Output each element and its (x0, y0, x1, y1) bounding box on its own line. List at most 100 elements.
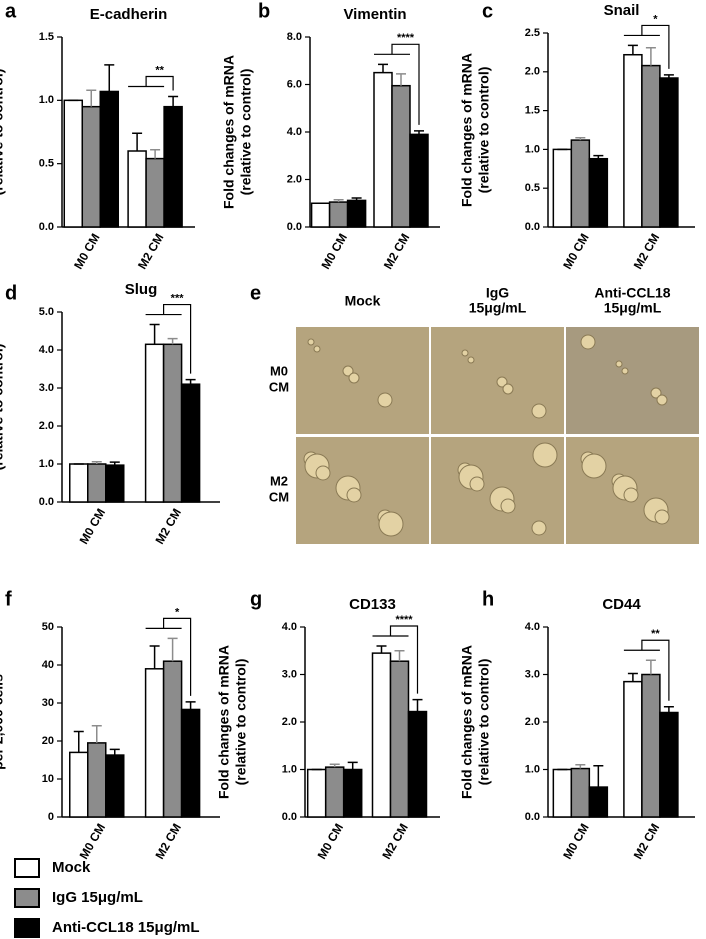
y-axis-label: Fold changes of mRNA (459, 645, 475, 799)
y-tick-label: 2.0 (39, 420, 54, 432)
row-label: M2 (270, 473, 288, 488)
panel-letter: a (5, 0, 17, 22)
bar (342, 768, 363, 818)
bar (81, 105, 102, 228)
bar (145, 157, 165, 228)
error-bar (396, 73, 406, 86)
sphere (500, 498, 516, 514)
row-label: CM (269, 379, 289, 394)
panel-letter: h (482, 588, 494, 610)
bar (87, 742, 107, 818)
legend-label: Anti-CCL18 15μg/mL (52, 919, 200, 936)
y-tick-label: 3.0 (525, 668, 540, 680)
sphere (469, 476, 485, 492)
y-tick-label: 0.0 (525, 811, 540, 823)
bar (162, 660, 183, 818)
y-tick-label: 0.0 (39, 221, 54, 233)
error-bar (627, 672, 638, 682)
error-bar (149, 323, 160, 345)
error-bar (109, 461, 120, 466)
micrograph (296, 437, 429, 544)
y-tick-label: 1.5 (39, 31, 54, 43)
bar (162, 343, 183, 503)
column-label: Mock (345, 293, 381, 309)
column-label: 15μg/mL (469, 300, 527, 316)
sphere (532, 442, 558, 468)
y-tick-label: 1.0 (525, 143, 540, 155)
chart-title: Slug (125, 281, 158, 298)
error-bar (91, 725, 102, 743)
y-tick-label: 0.0 (282, 811, 297, 823)
error-bar (167, 637, 178, 662)
x-tick-label: M2 CM (379, 821, 410, 861)
significance-bracket (372, 625, 419, 694)
sphere (378, 511, 404, 537)
x-tick-label: M2 CM (152, 821, 183, 861)
x-tick-label: M0 CM (77, 821, 108, 861)
panel-letter: e (250, 282, 261, 304)
bar (144, 668, 165, 818)
y-tick-label: 10 (42, 773, 54, 785)
chart-title: CD44 (602, 596, 641, 613)
error-bar (73, 730, 84, 753)
error-bar (86, 89, 97, 107)
x-tick-label: M0 CM (560, 231, 591, 271)
sphere (621, 367, 629, 375)
bar (99, 90, 120, 228)
bar (328, 201, 349, 228)
bar (127, 150, 147, 228)
error-bar (645, 659, 656, 675)
y-tick-label: 4.0 (287, 126, 302, 138)
y-axis-label: (relative to control) (238, 69, 254, 196)
significance-bracket (145, 617, 192, 696)
y-axis-label: Fold changes of mRNA (216, 645, 232, 799)
bar (623, 680, 643, 818)
y-axis-label: (relative to control) (476, 659, 492, 786)
bar (163, 105, 183, 228)
bar (623, 53, 643, 228)
error-bar (168, 95, 179, 107)
error-bar (150, 148, 161, 159)
y-axis-label: (relative to control) (233, 659, 249, 786)
sphere (623, 487, 639, 503)
bar (389, 660, 410, 818)
y-tick-label: 2.0 (282, 716, 297, 728)
bar (310, 202, 331, 228)
y-tick-label: 3.0 (282, 668, 297, 680)
panel-letter: c (482, 0, 493, 22)
panel-letter: d (5, 282, 17, 304)
sphere (615, 360, 623, 368)
error-bar (167, 337, 178, 345)
y-axis-label: (relative to control) (0, 344, 6, 471)
bar (373, 71, 393, 228)
error-bar (91, 460, 102, 464)
legend-swatch (14, 858, 40, 878)
y-tick-label: 20 (42, 735, 54, 747)
chart-title: Vimentin (343, 6, 406, 23)
y-axis-label: Fold changes of mRNA (221, 55, 237, 209)
bar (391, 84, 411, 228)
error-bar (109, 748, 120, 756)
significance-label: ** (155, 64, 164, 76)
bar (69, 463, 89, 503)
sphere (531, 403, 547, 419)
y-tick-label: 50 (42, 621, 54, 633)
y-tick-label: 6.0 (287, 78, 302, 90)
sphere (531, 520, 547, 536)
bar (407, 710, 428, 818)
legend-label: IgG 15μg/mL (52, 889, 143, 906)
chart-title: CD133 (349, 596, 396, 613)
error-bar (132, 132, 143, 151)
y-tick-label: 3.0 (39, 382, 54, 394)
y-tick-label: 1.0 (39, 458, 54, 470)
y-axis-label: (relative to control) (0, 69, 6, 196)
sphere (654, 509, 670, 525)
bar (105, 464, 125, 503)
bar (409, 133, 429, 228)
y-tick-label: 0 (48, 811, 54, 823)
error-bar (376, 645, 387, 654)
error-bar (351, 197, 362, 201)
y-tick-label: 4.0 (282, 621, 297, 633)
y-axis-label: (relative to control) (476, 67, 492, 194)
bar (570, 139, 591, 228)
